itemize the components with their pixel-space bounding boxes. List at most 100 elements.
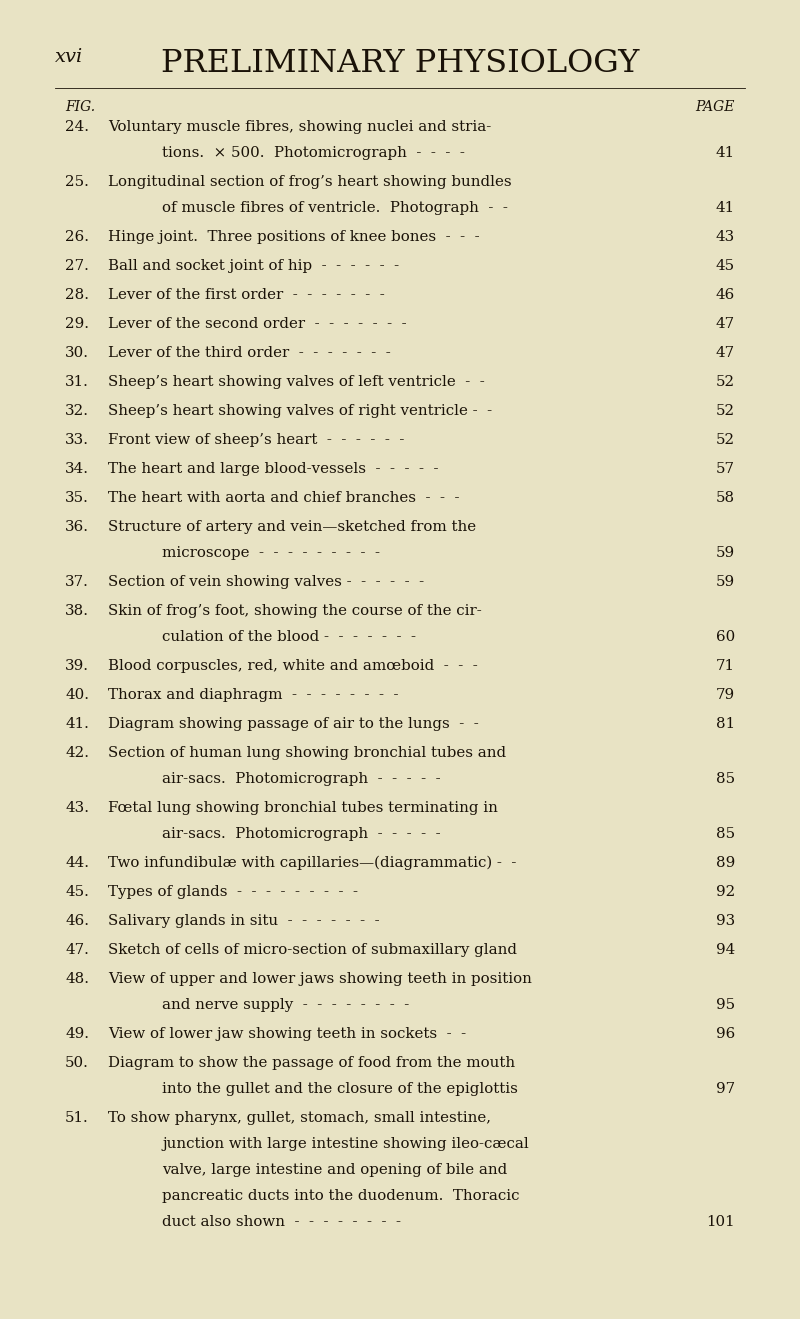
Text: 31.: 31. xyxy=(65,375,89,389)
Text: 101: 101 xyxy=(706,1215,735,1229)
Text: 43.: 43. xyxy=(65,801,89,815)
Text: 58: 58 xyxy=(716,491,735,505)
Text: Salivary glands in situ  -  -  -  -  -  -  -: Salivary glands in situ - - - - - - - xyxy=(108,914,380,929)
Text: The heart and large blood-vessels  -  -  -  -  -: The heart and large blood-vessels - - - … xyxy=(108,462,438,476)
Text: 49.: 49. xyxy=(65,1028,89,1041)
Text: Lever of the second order  -  -  -  -  -  -  -: Lever of the second order - - - - - - - xyxy=(108,317,406,331)
Text: 34.: 34. xyxy=(65,462,89,476)
Text: 46.: 46. xyxy=(65,914,89,929)
Text: To show pharynx, gullet, stomach, small intestine,: To show pharynx, gullet, stomach, small … xyxy=(108,1111,491,1125)
Text: 59: 59 xyxy=(716,575,735,590)
Text: 36.: 36. xyxy=(65,520,89,534)
Text: 85: 85 xyxy=(716,827,735,842)
Text: and nerve supply  -  -  -  -  -  -  -  -: and nerve supply - - - - - - - - xyxy=(162,998,410,1012)
Text: xvi: xvi xyxy=(55,47,83,66)
Text: 57: 57 xyxy=(716,462,735,476)
Text: 51.: 51. xyxy=(65,1111,89,1125)
Text: 28.: 28. xyxy=(65,288,89,302)
Text: microscope  -  -  -  -  -  -  -  -  -: microscope - - - - - - - - - xyxy=(162,546,380,561)
Text: 37.: 37. xyxy=(65,575,89,590)
Text: 52: 52 xyxy=(716,375,735,389)
Text: Fœtal lung showing bronchial tubes terminating in: Fœtal lung showing bronchial tubes termi… xyxy=(108,801,498,815)
Text: 97: 97 xyxy=(716,1082,735,1096)
Text: 41: 41 xyxy=(716,146,735,160)
Text: 41: 41 xyxy=(716,200,735,215)
Text: 60: 60 xyxy=(716,630,735,644)
Text: Structure of artery and vein—sketched from the: Structure of artery and vein—sketched fr… xyxy=(108,520,476,534)
Text: tions.  × 500.  Photomicrograph  -  -  -  -: tions. × 500. Photomicrograph - - - - xyxy=(162,146,465,160)
Text: Two infundibulæ with capillaries—(diagrammatic) -  -: Two infundibulæ with capillaries—(diagra… xyxy=(108,856,516,871)
Text: The heart with aorta and chief branches  -  -  -: The heart with aorta and chief branches … xyxy=(108,491,459,505)
Text: 52: 52 xyxy=(716,404,735,418)
Text: 24.: 24. xyxy=(65,120,89,135)
Text: Sheep’s heart showing valves of right ventricle -  -: Sheep’s heart showing valves of right ve… xyxy=(108,404,492,418)
Text: duct also shown  -  -  -  -  -  -  -  -: duct also shown - - - - - - - - xyxy=(162,1215,401,1229)
Text: Section of human lung showing bronchial tubes and: Section of human lung showing bronchial … xyxy=(108,747,506,760)
Text: air-sacs.  Photomicrograph  -  -  -  -  -: air-sacs. Photomicrograph - - - - - xyxy=(162,827,441,842)
Text: PRELIMINARY PHYSIOLOGY: PRELIMINARY PHYSIOLOGY xyxy=(161,47,639,79)
Text: air-sacs.  Photomicrograph  -  -  -  -  -: air-sacs. Photomicrograph - - - - - xyxy=(162,772,441,786)
Text: of muscle fibres of ventricle.  Photograph  -  -: of muscle fibres of ventricle. Photograp… xyxy=(162,200,508,215)
Text: junction with large intestine showing ileo-cæcal: junction with large intestine showing il… xyxy=(162,1137,529,1151)
Text: 46: 46 xyxy=(716,288,735,302)
Text: Thorax and diaphragm  -  -  -  -  -  -  -  -: Thorax and diaphragm - - - - - - - - xyxy=(108,689,398,702)
Text: Types of glands  -  -  -  -  -  -  -  -  -: Types of glands - - - - - - - - - xyxy=(108,885,358,900)
Text: Voluntary muscle fibres, showing nuclei and stria-: Voluntary muscle fibres, showing nuclei … xyxy=(108,120,491,135)
Text: 27.: 27. xyxy=(65,259,89,273)
Text: 26.: 26. xyxy=(65,230,89,244)
Text: 47.: 47. xyxy=(65,943,89,958)
Text: into the gullet and the closure of the epiglottis: into the gullet and the closure of the e… xyxy=(162,1082,518,1096)
Text: 47: 47 xyxy=(716,346,735,360)
Text: View of upper and lower jaws showing teeth in position: View of upper and lower jaws showing tee… xyxy=(108,972,532,987)
Text: Longitudinal section of frog’s heart showing bundles: Longitudinal section of frog’s heart sho… xyxy=(108,175,512,189)
Text: 39.: 39. xyxy=(65,660,89,673)
Text: 45.: 45. xyxy=(65,885,89,900)
Text: 48.: 48. xyxy=(65,972,89,987)
Text: FIG.: FIG. xyxy=(65,100,95,113)
Text: pancreatic ducts into the duodenum.  Thoracic: pancreatic ducts into the duodenum. Thor… xyxy=(162,1188,519,1203)
Text: 35.: 35. xyxy=(65,491,89,505)
Text: 50.: 50. xyxy=(65,1057,89,1070)
Text: 47: 47 xyxy=(716,317,735,331)
Text: View of lower jaw showing teeth in sockets  -  -: View of lower jaw showing teeth in socke… xyxy=(108,1028,466,1041)
Text: valve, large intestine and opening of bile and: valve, large intestine and opening of bi… xyxy=(162,1163,507,1177)
Text: 38.: 38. xyxy=(65,604,89,619)
Text: PAGE: PAGE xyxy=(696,100,735,113)
Text: 71: 71 xyxy=(716,660,735,673)
Text: 52: 52 xyxy=(716,433,735,447)
Text: 93: 93 xyxy=(716,914,735,929)
Text: 81: 81 xyxy=(716,718,735,731)
Text: 29.: 29. xyxy=(65,317,89,331)
Text: 79: 79 xyxy=(716,689,735,702)
Text: 33.: 33. xyxy=(65,433,89,447)
Text: culation of the blood -  -  -  -  -  -  -: culation of the blood - - - - - - - xyxy=(162,630,416,644)
Text: Skin of frog’s foot, showing the course of the cir-: Skin of frog’s foot, showing the course … xyxy=(108,604,482,619)
Text: 95: 95 xyxy=(716,998,735,1012)
Text: 45: 45 xyxy=(716,259,735,273)
Text: Section of vein showing valves -  -  -  -  -  -: Section of vein showing valves - - - - -… xyxy=(108,575,424,590)
Text: 92: 92 xyxy=(716,885,735,900)
Text: Blood corpuscles, red, white and amœboid  -  -  -: Blood corpuscles, red, white and amœboid… xyxy=(108,660,478,673)
Text: 30.: 30. xyxy=(65,346,89,360)
Text: 85: 85 xyxy=(716,772,735,786)
Text: 43: 43 xyxy=(716,230,735,244)
Text: 40.: 40. xyxy=(65,689,89,702)
Text: 96: 96 xyxy=(716,1028,735,1041)
Text: Lever of the first order  -  -  -  -  -  -  -: Lever of the first order - - - - - - - xyxy=(108,288,385,302)
Text: 42.: 42. xyxy=(65,747,89,760)
Text: 32.: 32. xyxy=(65,404,89,418)
Text: 41.: 41. xyxy=(65,718,89,731)
Text: Diagram to show the passage of food from the mouth: Diagram to show the passage of food from… xyxy=(108,1057,515,1070)
Text: 25.: 25. xyxy=(65,175,89,189)
Text: 94: 94 xyxy=(716,943,735,958)
Text: Ball and socket joint of hip  -  -  -  -  -  -: Ball and socket joint of hip - - - - - - xyxy=(108,259,399,273)
Text: Sheep’s heart showing valves of left ventricle  -  -: Sheep’s heart showing valves of left ven… xyxy=(108,375,485,389)
Text: 59: 59 xyxy=(716,546,735,561)
Text: Sketch of cells of micro-section of submaxillary gland: Sketch of cells of micro-section of subm… xyxy=(108,943,517,958)
Text: 89: 89 xyxy=(716,856,735,871)
Text: 44.: 44. xyxy=(65,856,89,871)
Text: Diagram showing passage of air to the lungs  -  -: Diagram showing passage of air to the lu… xyxy=(108,718,478,731)
Text: Front view of sheep’s heart  -  -  -  -  -  -: Front view of sheep’s heart - - - - - - xyxy=(108,433,404,447)
Text: Lever of the third order  -  -  -  -  -  -  -: Lever of the third order - - - - - - - xyxy=(108,346,390,360)
Text: Hinge joint.  Three positions of knee bones  -  -  -: Hinge joint. Three positions of knee bon… xyxy=(108,230,480,244)
